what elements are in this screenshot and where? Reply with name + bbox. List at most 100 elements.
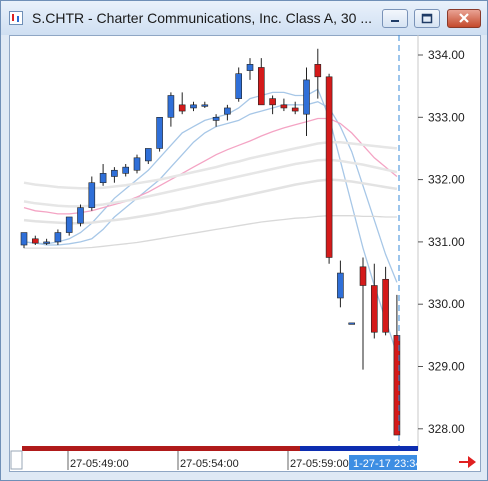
candle-body-down — [291, 107, 299, 112]
candle — [122, 164, 129, 177]
candle-body-up — [246, 64, 254, 71]
candle — [77, 204, 84, 227]
candle — [99, 164, 107, 186]
candle — [145, 148, 152, 165]
plot-frame — [9, 35, 481, 472]
candle — [88, 176, 96, 211]
y-tick-label: 330.00 — [428, 297, 465, 311]
candle — [133, 154, 141, 174]
candle — [178, 92, 186, 115]
candle-body-up — [212, 117, 220, 121]
candle-body-up — [190, 104, 197, 109]
close-button[interactable] — [447, 9, 481, 28]
candle-body-up — [303, 79, 310, 115]
candle-body-up — [77, 207, 84, 224]
candle — [235, 67, 242, 102]
candle-body-up — [111, 169, 118, 177]
candle — [257, 58, 265, 106]
scroll-right-button[interactable] — [459, 456, 476, 468]
candle-body-up — [43, 241, 50, 244]
y-tick-label: 333.00 — [428, 110, 465, 124]
timeline-bar-selected — [300, 446, 418, 451]
candle-body-down — [269, 98, 276, 106]
candle-body-down — [31, 238, 39, 244]
candle-body-down — [280, 104, 288, 109]
candle — [303, 67, 310, 136]
moving-average-2 — [23, 101, 398, 283]
y-tick-label: 329.00 — [428, 360, 465, 374]
candle — [314, 48, 322, 99]
x-tick-label: 27-05:49:00 — [70, 458, 129, 470]
candle-body-up — [122, 166, 129, 174]
candle-body-up — [235, 73, 242, 99]
candle — [246, 58, 254, 80]
scroll-handle[interactable] — [10, 450, 23, 470]
y-axis: 334.00 333.00 332.00 331.00 330.00 329.00 328.… — [418, 48, 465, 436]
moving-average-4 — [23, 140, 398, 190]
candle-body-down — [178, 104, 186, 112]
candle-body-up — [99, 173, 107, 184]
y-tick-label: 328.00 — [428, 422, 465, 436]
candle — [43, 238, 50, 246]
maximize-button[interactable] — [414, 9, 440, 28]
candle — [269, 95, 276, 115]
moving-average-5 — [23, 158, 398, 208]
candle — [359, 257, 367, 370]
candle — [337, 260, 344, 308]
timeline-bar — [22, 446, 418, 451]
candle — [212, 114, 220, 127]
candle-body-up — [145, 148, 152, 162]
candle-body-down — [359, 266, 367, 286]
title-bar[interactable]: S.CHTR - Charter Communications, Inc. Cl… — [1, 1, 487, 35]
candle — [325, 73, 333, 264]
candle — [111, 167, 118, 183]
y-tick-label: 331.00 — [428, 235, 465, 249]
cursor-label: 1-27-17 23:34:00 — [353, 458, 437, 470]
candle — [348, 322, 356, 325]
candle — [156, 117, 163, 152]
y-tick-label: 334.00 — [428, 48, 465, 62]
moving-averages — [23, 88, 398, 355]
candle — [201, 101, 209, 108]
candles — [20, 48, 401, 436]
arrow-right-icon — [459, 456, 476, 468]
candle-body-up — [337, 272, 344, 299]
candle-body-up — [167, 95, 175, 118]
candle-body-down — [382, 278, 389, 333]
chart-app-icon — [9, 11, 23, 25]
candle — [31, 235, 39, 246]
candle — [393, 294, 401, 436]
candle-body-down — [325, 76, 333, 258]
candle — [20, 232, 28, 249]
minimize-button[interactable] — [382, 9, 408, 28]
moving-average-3 — [23, 117, 398, 215]
candle-body-down — [314, 64, 322, 78]
candle — [382, 266, 389, 336]
candle-body-down — [370, 285, 378, 333]
y-tick-label: 332.00 — [428, 173, 465, 187]
candle-body-up — [65, 216, 73, 233]
candle-body-up — [201, 104, 209, 107]
candle-body-up — [54, 232, 62, 243]
close-icon — [459, 13, 469, 23]
candle — [167, 92, 175, 127]
moving-average-1 — [23, 88, 398, 355]
x-axis: 27-05:49:00 27-05:54:00 27-05:59:00 — [10, 446, 418, 470]
window-title: S.CHTR - Charter Communications, Inc. Cl… — [32, 10, 372, 26]
candle — [65, 216, 73, 236]
candle — [190, 101, 197, 112]
minimize-icon — [391, 20, 399, 22]
candle — [280, 98, 288, 112]
candle — [370, 263, 378, 339]
candle-body-down — [393, 335, 401, 436]
candle-body-up — [133, 157, 141, 171]
candle-body-up — [156, 117, 163, 149]
maximize-icon — [421, 13, 433, 24]
moving-average-6 — [23, 178, 398, 225]
candle-body-up — [224, 107, 231, 115]
candle-body-up — [88, 182, 96, 208]
candle-body-down — [257, 67, 265, 106]
candle — [291, 101, 299, 115]
